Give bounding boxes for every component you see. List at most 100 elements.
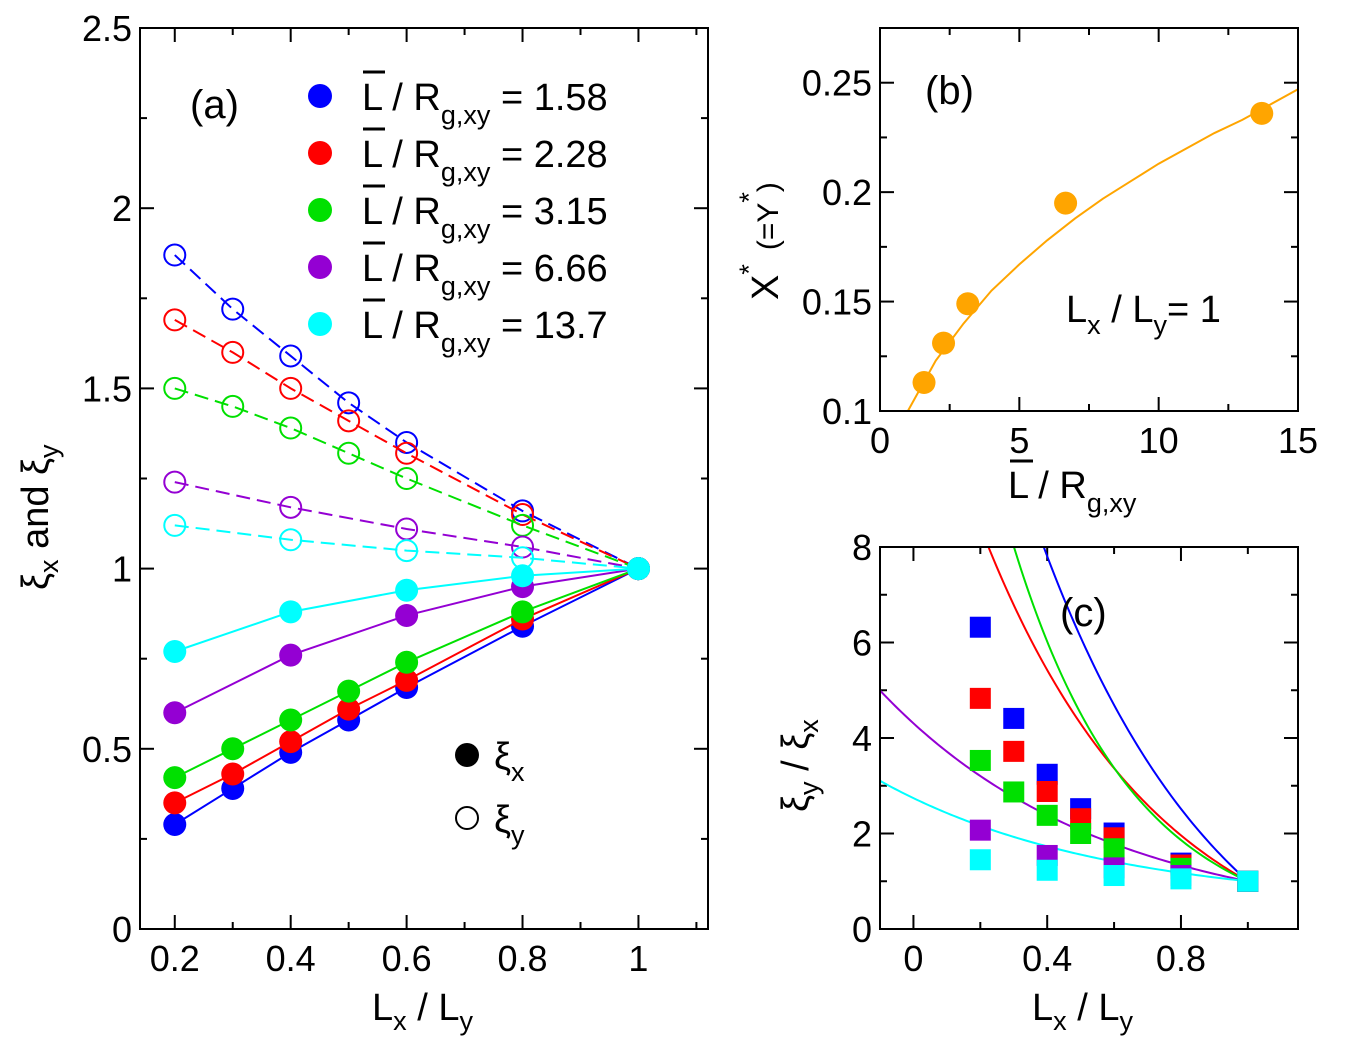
point-xi-x-13.7 [395,578,419,602]
y-tick-label: 0.15 [802,282,872,323]
legend-R: / R [382,134,441,176]
fit-line-xi-y-13.7 [174,524,639,570]
data-square-13.7 [1237,870,1259,892]
panel-b-y-axis-label: X*(=Y*) [734,182,787,300]
legend-sub: g,xy [441,157,491,187]
legend-label-2.28: L / Rg,xy = 2.28 [362,134,608,187]
data-point [1054,191,1078,215]
svg-text:Lx / Ly: Lx / Ly [372,987,473,1036]
point-xi-x-3.15 [163,766,187,790]
data-square-1.58 [969,616,991,638]
point-xi-y-1.58 [395,430,419,454]
y-tick-label: 2 [852,814,872,855]
legend-value: = 2.28 [490,134,607,176]
y-tick-label: 0 [112,909,132,950]
x-tick-label: 1 [628,938,648,979]
point-xi-x-13.7 [626,557,650,581]
svg-text:ξx and ξy: ξx and ξy [15,444,64,590]
x-tick-label: 0.8 [1156,938,1206,979]
point-xi-y-3.15 [337,441,361,465]
x-tick-label: 0 [903,938,923,979]
point-xi-x-2.28 [163,791,187,815]
marker-legend-open [455,806,479,830]
panel-c-label: (c) [1060,591,1107,635]
point-xi-x-2.28 [337,697,361,721]
point-xi-x-3.15 [279,708,303,732]
point-xi-y-3.15 [221,394,245,418]
data-point [912,371,936,395]
legend-value: = 3.15 [490,191,607,233]
panel-b-frame [879,27,1299,412]
point-xi-x-2.28 [279,730,303,754]
point-xi-x-2.28 [395,668,419,692]
fit-curve-2.28 [987,547,1249,883]
data-square-3.15 [1070,823,1092,844]
point-xi-y-2.28 [163,308,187,332]
data-point [932,331,956,355]
point-xi-y-2.28 [337,409,361,433]
panel-a: 0.2 0.4 0.6 0.8 1 0 0.5 1 1.5 2 2.5 (a) Lx / Ly ξx… [15,8,709,1036]
legend-L: L [362,134,382,176]
data-square-3.15 [1003,781,1025,803]
marker-legend-sub: y [511,820,525,850]
fit-curve-13.7 [880,779,1248,883]
panel-b-annotation: Lx / Ly= 1 [1066,289,1221,340]
point-xi-y-6.66 [279,495,303,519]
panel-c-y-axis-label: ξy / ξx [775,719,824,812]
data-square-2.28 [1003,740,1025,762]
point-xi-y-1.58 [279,344,303,368]
point-xi-y-2.28 [279,376,303,400]
legend-value: = 6.66 [490,248,607,290]
panel-a-legend: L / Rg,xy = 1.58L / Rg,xy = 2.28L / Rg,x… [308,70,608,358]
legend-value: = 1.58 [490,77,607,119]
legend-L: L [362,305,382,347]
panel-b-x-axis-label: L / Rg,xy [1008,459,1137,518]
point-xi-y-13.7 [163,513,187,537]
marker-legend-label: ξx [494,736,525,787]
panel-a-plot-area: 0.2 0.4 0.6 0.8 1 0 0.5 1 1.5 2 2.5 [82,8,708,979]
panel-c-x-axis-label: Lx / Ly [1032,987,1133,1036]
y-tick-label: 0.5 [82,729,132,770]
fit-curve [906,88,1299,412]
point-xi-y-1.58 [337,391,361,415]
legend-value: = 13.7 [490,305,607,347]
point-xi-x-6.66 [279,643,303,667]
data-square-1.58 [1003,707,1025,729]
data-square-2.28 [1036,780,1058,802]
marker-legend-filled [455,743,479,767]
data-point [1250,101,1274,125]
panel-a-label: (a) [190,83,239,127]
svg-text:ξy / ξx: ξy / ξx [775,719,824,812]
data-square-13.7 [1170,868,1192,890]
legend-R: / R [382,191,441,233]
point-xi-y-3.15 [279,416,303,440]
y-tick-label: 0 [852,909,872,950]
legend-sub: g,xy [441,214,491,244]
y-tick-label: 0.25 [802,63,872,104]
legend-sub: g,xy [441,100,491,130]
point-xi-x-3.15 [395,650,419,674]
y-tick-label: 2.5 [82,8,132,49]
point-xi-x-3.15 [511,600,535,624]
legend-marker-3.15 [308,198,332,222]
legend-R: / R [382,305,441,347]
point-xi-x-3.15 [221,737,245,761]
y-tick-label: 1.5 [82,368,132,409]
fit-line-xi-y-6.66 [174,481,639,570]
data-square-1.58 [1036,763,1058,785]
data-square-13.7 [969,849,991,871]
point-xi-x-1.58 [163,812,187,836]
panel-c: 0 0.4 0.8 0 2 4 6 8 (c) Lx / Ly ξy / ξx [775,527,1299,1036]
data-square-3.15 [1103,838,1125,860]
svg-text:Lx / Ly= 1: Lx / Ly= 1 [1066,289,1221,340]
y-tick-label: 8 [852,527,872,568]
x-tick-label: 0 [870,420,890,461]
fit-curve-3.15 [1012,547,1249,883]
panel-b-label: (b) [925,69,974,113]
point-xi-y-1.58 [221,297,245,321]
point-xi-x-6.66 [395,603,419,627]
y-tick-label: 1 [112,549,132,590]
fit-curve-1.58 [1042,547,1249,882]
point-xi-y-6.66 [163,470,187,494]
